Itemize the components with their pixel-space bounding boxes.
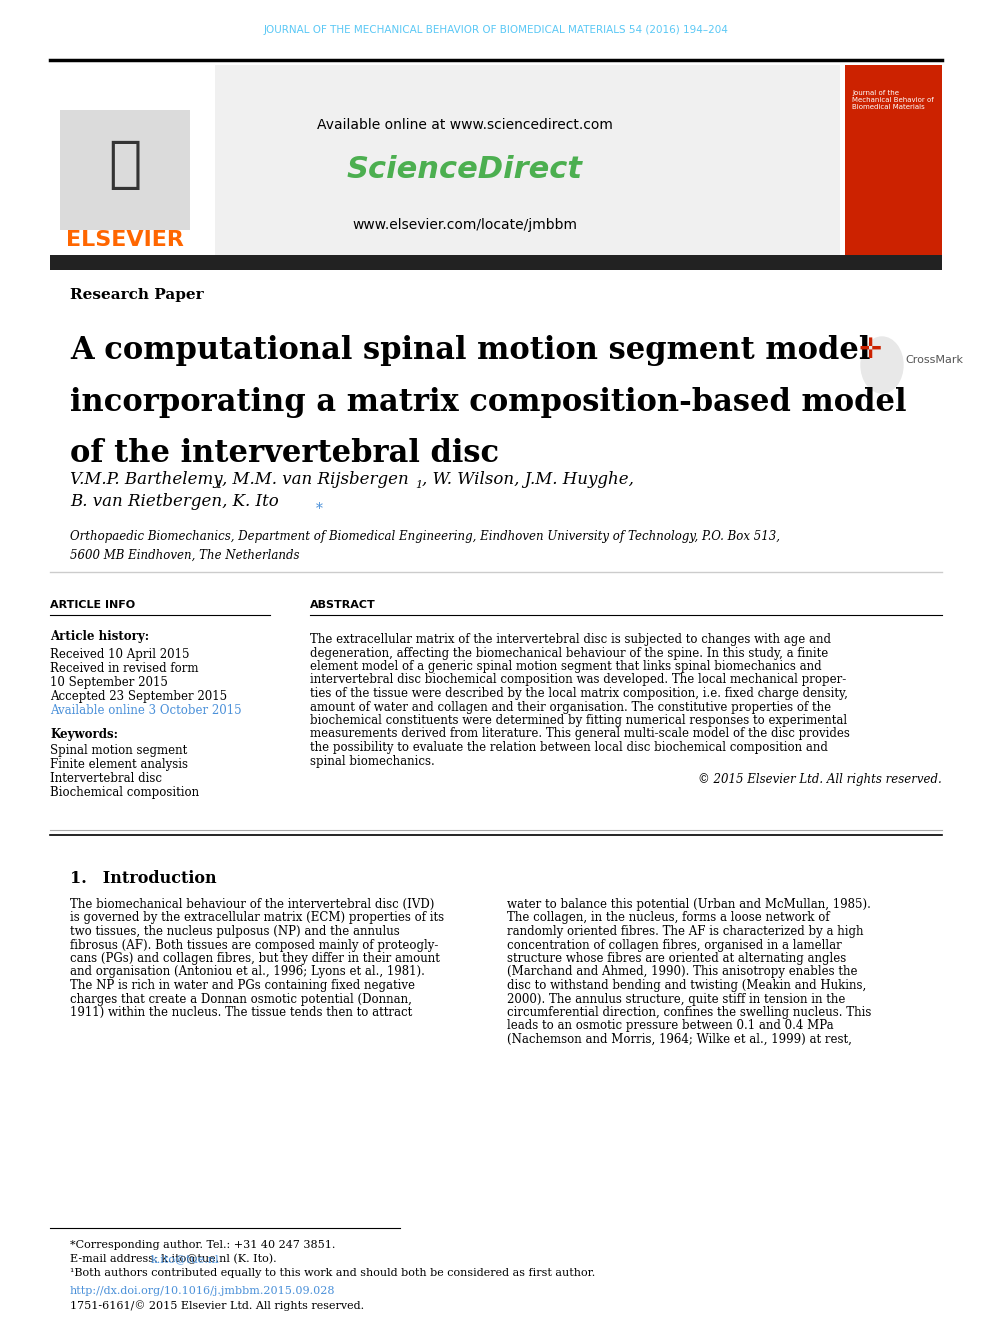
- Text: ARTICLE INFO: ARTICLE INFO: [50, 601, 135, 610]
- Text: 2000). The annulus structure, quite stiff in tension in the: 2000). The annulus structure, quite stif…: [507, 992, 845, 1005]
- Text: circumferential direction, confines the swelling nucleus. This: circumferential direction, confines the …: [507, 1005, 871, 1019]
- Text: amount of water and collagen and their organisation. The constitutive properties: amount of water and collagen and their o…: [310, 700, 831, 713]
- Text: k.ito@tue.nl: k.ito@tue.nl: [151, 1254, 219, 1263]
- Text: element model of a generic spinal motion segment that links spinal biomechanics : element model of a generic spinal motion…: [310, 660, 821, 673]
- Text: *: *: [316, 501, 322, 516]
- FancyBboxPatch shape: [50, 255, 942, 270]
- Text: incorporating a matrix composition-based model: incorporating a matrix composition-based…: [70, 386, 907, 418]
- Text: E-mail address: k.ito@tue.nl (K. Ito).: E-mail address: k.ito@tue.nl (K. Ito).: [70, 1254, 277, 1265]
- Text: 1911) within the nucleus. The tissue tends then to attract: 1911) within the nucleus. The tissue ten…: [70, 1005, 413, 1019]
- Text: The NP is rich in water and PGs containing fixed negative: The NP is rich in water and PGs containi…: [70, 979, 415, 992]
- FancyBboxPatch shape: [50, 65, 840, 255]
- FancyBboxPatch shape: [845, 65, 942, 255]
- Text: V.M.P. Barthelemy: V.M.P. Barthelemy: [70, 471, 222, 488]
- Text: Article history:: Article history:: [50, 630, 149, 643]
- Text: , M.M. van Rijsbergen: , M.M. van Rijsbergen: [222, 471, 409, 488]
- Text: structure whose fibres are oriented at alternating angles: structure whose fibres are oriented at a…: [507, 953, 846, 964]
- Text: , W. Wilson, J.M. Huyghe,: , W. Wilson, J.M. Huyghe,: [422, 471, 634, 488]
- Text: 🌳: 🌳: [108, 138, 142, 192]
- Text: The biomechanical behaviour of the intervertebral disc (IVD): The biomechanical behaviour of the inter…: [70, 898, 434, 912]
- FancyBboxPatch shape: [60, 110, 190, 230]
- Text: Available online 3 October 2015: Available online 3 October 2015: [50, 704, 242, 717]
- Text: JOURNAL OF THE MECHANICAL BEHAVIOR OF BIOMEDICAL MATERIALS 54 (2016) 194–204: JOURNAL OF THE MECHANICAL BEHAVIOR OF BI…: [264, 25, 728, 34]
- Text: *Corresponding author. Tel.: +31 40 247 3851.: *Corresponding author. Tel.: +31 40 247 …: [70, 1240, 335, 1250]
- Text: cans (PGs) and collagen fibres, but they differ in their amount: cans (PGs) and collagen fibres, but they…: [70, 953, 439, 964]
- Text: A computational spinal motion segment model: A computational spinal motion segment mo…: [70, 335, 870, 365]
- Text: and organisation (Antoniou et al., 1996; Lyons et al., 1981).: and organisation (Antoniou et al., 1996;…: [70, 966, 425, 979]
- Text: B. van Rietbergen, K. Ito: B. van Rietbergen, K. Ito: [70, 493, 279, 511]
- Text: ties of the tissue were described by the local matrix composition, i.e. fixed ch: ties of the tissue were described by the…: [310, 687, 848, 700]
- Text: ScienceDirect: ScienceDirect: [347, 156, 583, 184]
- Text: Research Paper: Research Paper: [70, 288, 203, 302]
- Text: Finite element analysis: Finite element analysis: [50, 758, 188, 771]
- Text: randomly oriented fibres. The AF is characterized by a high: randomly oriented fibres. The AF is char…: [507, 925, 863, 938]
- Text: (Marchand and Ahmed, 1990). This anisotropy enables the: (Marchand and Ahmed, 1990). This anisotr…: [507, 966, 857, 979]
- Text: Received in revised form: Received in revised form: [50, 662, 198, 675]
- Text: Spinal motion segment: Spinal motion segment: [50, 744, 187, 757]
- Text: Intervertebral disc: Intervertebral disc: [50, 773, 162, 785]
- Text: The extracellular matrix of the intervertebral disc is subjected to changes with: The extracellular matrix of the interver…: [310, 632, 831, 646]
- Text: 1751-6161/© 2015 Elsevier Ltd. All rights reserved.: 1751-6161/© 2015 Elsevier Ltd. All right…: [70, 1301, 364, 1311]
- Text: degeneration, affecting the biomechanical behaviour of the spine. In this study,: degeneration, affecting the biomechanica…: [310, 647, 828, 659]
- Text: Keywords:: Keywords:: [50, 728, 118, 741]
- FancyBboxPatch shape: [50, 65, 215, 255]
- Text: ABSTRACT: ABSTRACT: [310, 601, 376, 610]
- Text: Biochemical composition: Biochemical composition: [50, 786, 199, 799]
- Text: Received 10 April 2015: Received 10 April 2015: [50, 648, 189, 662]
- Text: http://dx.doi.org/10.1016/j.jmbbm.2015.09.028: http://dx.doi.org/10.1016/j.jmbbm.2015.0…: [70, 1286, 335, 1297]
- Text: leads to an osmotic pressure between 0.1 and 0.4 MPa: leads to an osmotic pressure between 0.1…: [507, 1020, 833, 1032]
- Text: 1. Introduction: 1. Introduction: [70, 871, 216, 886]
- Text: biochemical constituents were determined by fitting numerical responses to exper: biochemical constituents were determined…: [310, 714, 847, 728]
- Text: is governed by the extracellular matrix (ECM) properties of its: is governed by the extracellular matrix …: [70, 912, 444, 925]
- Text: ¹Both authors contributed equally to this work and should both be considered as : ¹Both authors contributed equally to thi…: [70, 1267, 595, 1278]
- Text: disc to withstand bending and twisting (Meakin and Hukins,: disc to withstand bending and twisting (…: [507, 979, 866, 992]
- Text: CrossMark: CrossMark: [905, 355, 963, 365]
- Text: 1: 1: [215, 480, 222, 490]
- Text: spinal biomechanics.: spinal biomechanics.: [310, 754, 434, 767]
- Text: (Nachemson and Morris, 1964; Wilke et al., 1999) at rest,: (Nachemson and Morris, 1964; Wilke et al…: [507, 1033, 852, 1046]
- Text: www.elsevier.com/locate/jmbbm: www.elsevier.com/locate/jmbbm: [352, 218, 577, 232]
- Text: © 2015 Elsevier Ltd. All rights reserved.: © 2015 Elsevier Ltd. All rights reserved…: [698, 773, 942, 786]
- Text: water to balance this potential (Urban and McMullan, 1985).: water to balance this potential (Urban a…: [507, 898, 871, 912]
- Text: intervertebral disc biochemical composition was developed. The local mechanical : intervertebral disc biochemical composit…: [310, 673, 846, 687]
- Text: measurements derived from literature. This general multi-scale model of the disc: measurements derived from literature. Th…: [310, 728, 850, 741]
- Text: the possibility to evaluate the relation between local disc biochemical composit: the possibility to evaluate the relation…: [310, 741, 828, 754]
- Text: ✛: ✛: [858, 336, 882, 364]
- Text: fibrosus (AF). Both tissues are composed mainly of proteogly-: fibrosus (AF). Both tissues are composed…: [70, 938, 438, 951]
- Text: Journal of the
Mechanical Behavior of
Biomedical Materials: Journal of the Mechanical Behavior of Bi…: [852, 90, 933, 110]
- Text: of the intervertebral disc: of the intervertebral disc: [70, 438, 499, 470]
- Text: concentration of collagen fibres, organised in a lamellar: concentration of collagen fibres, organi…: [507, 938, 842, 951]
- Text: 10 September 2015: 10 September 2015: [50, 676, 168, 689]
- Text: ELSEVIER: ELSEVIER: [66, 230, 184, 250]
- Circle shape: [861, 337, 903, 393]
- Text: The collagen, in the nucleus, forms a loose network of: The collagen, in the nucleus, forms a lo…: [507, 912, 829, 925]
- Text: 1: 1: [415, 480, 423, 490]
- Text: Available online at www.sciencedirect.com: Available online at www.sciencedirect.co…: [317, 118, 613, 132]
- Text: two tissues, the nucleus pulposus (NP) and the annulus: two tissues, the nucleus pulposus (NP) a…: [70, 925, 400, 938]
- Text: Orthopaedic Biomechanics, Department of Biomedical Engineering, Eindhoven Univer: Orthopaedic Biomechanics, Department of …: [70, 531, 780, 562]
- Text: Accepted 23 September 2015: Accepted 23 September 2015: [50, 691, 227, 703]
- Text: charges that create a Donnan osmotic potential (Donnan,: charges that create a Donnan osmotic pot…: [70, 992, 412, 1005]
